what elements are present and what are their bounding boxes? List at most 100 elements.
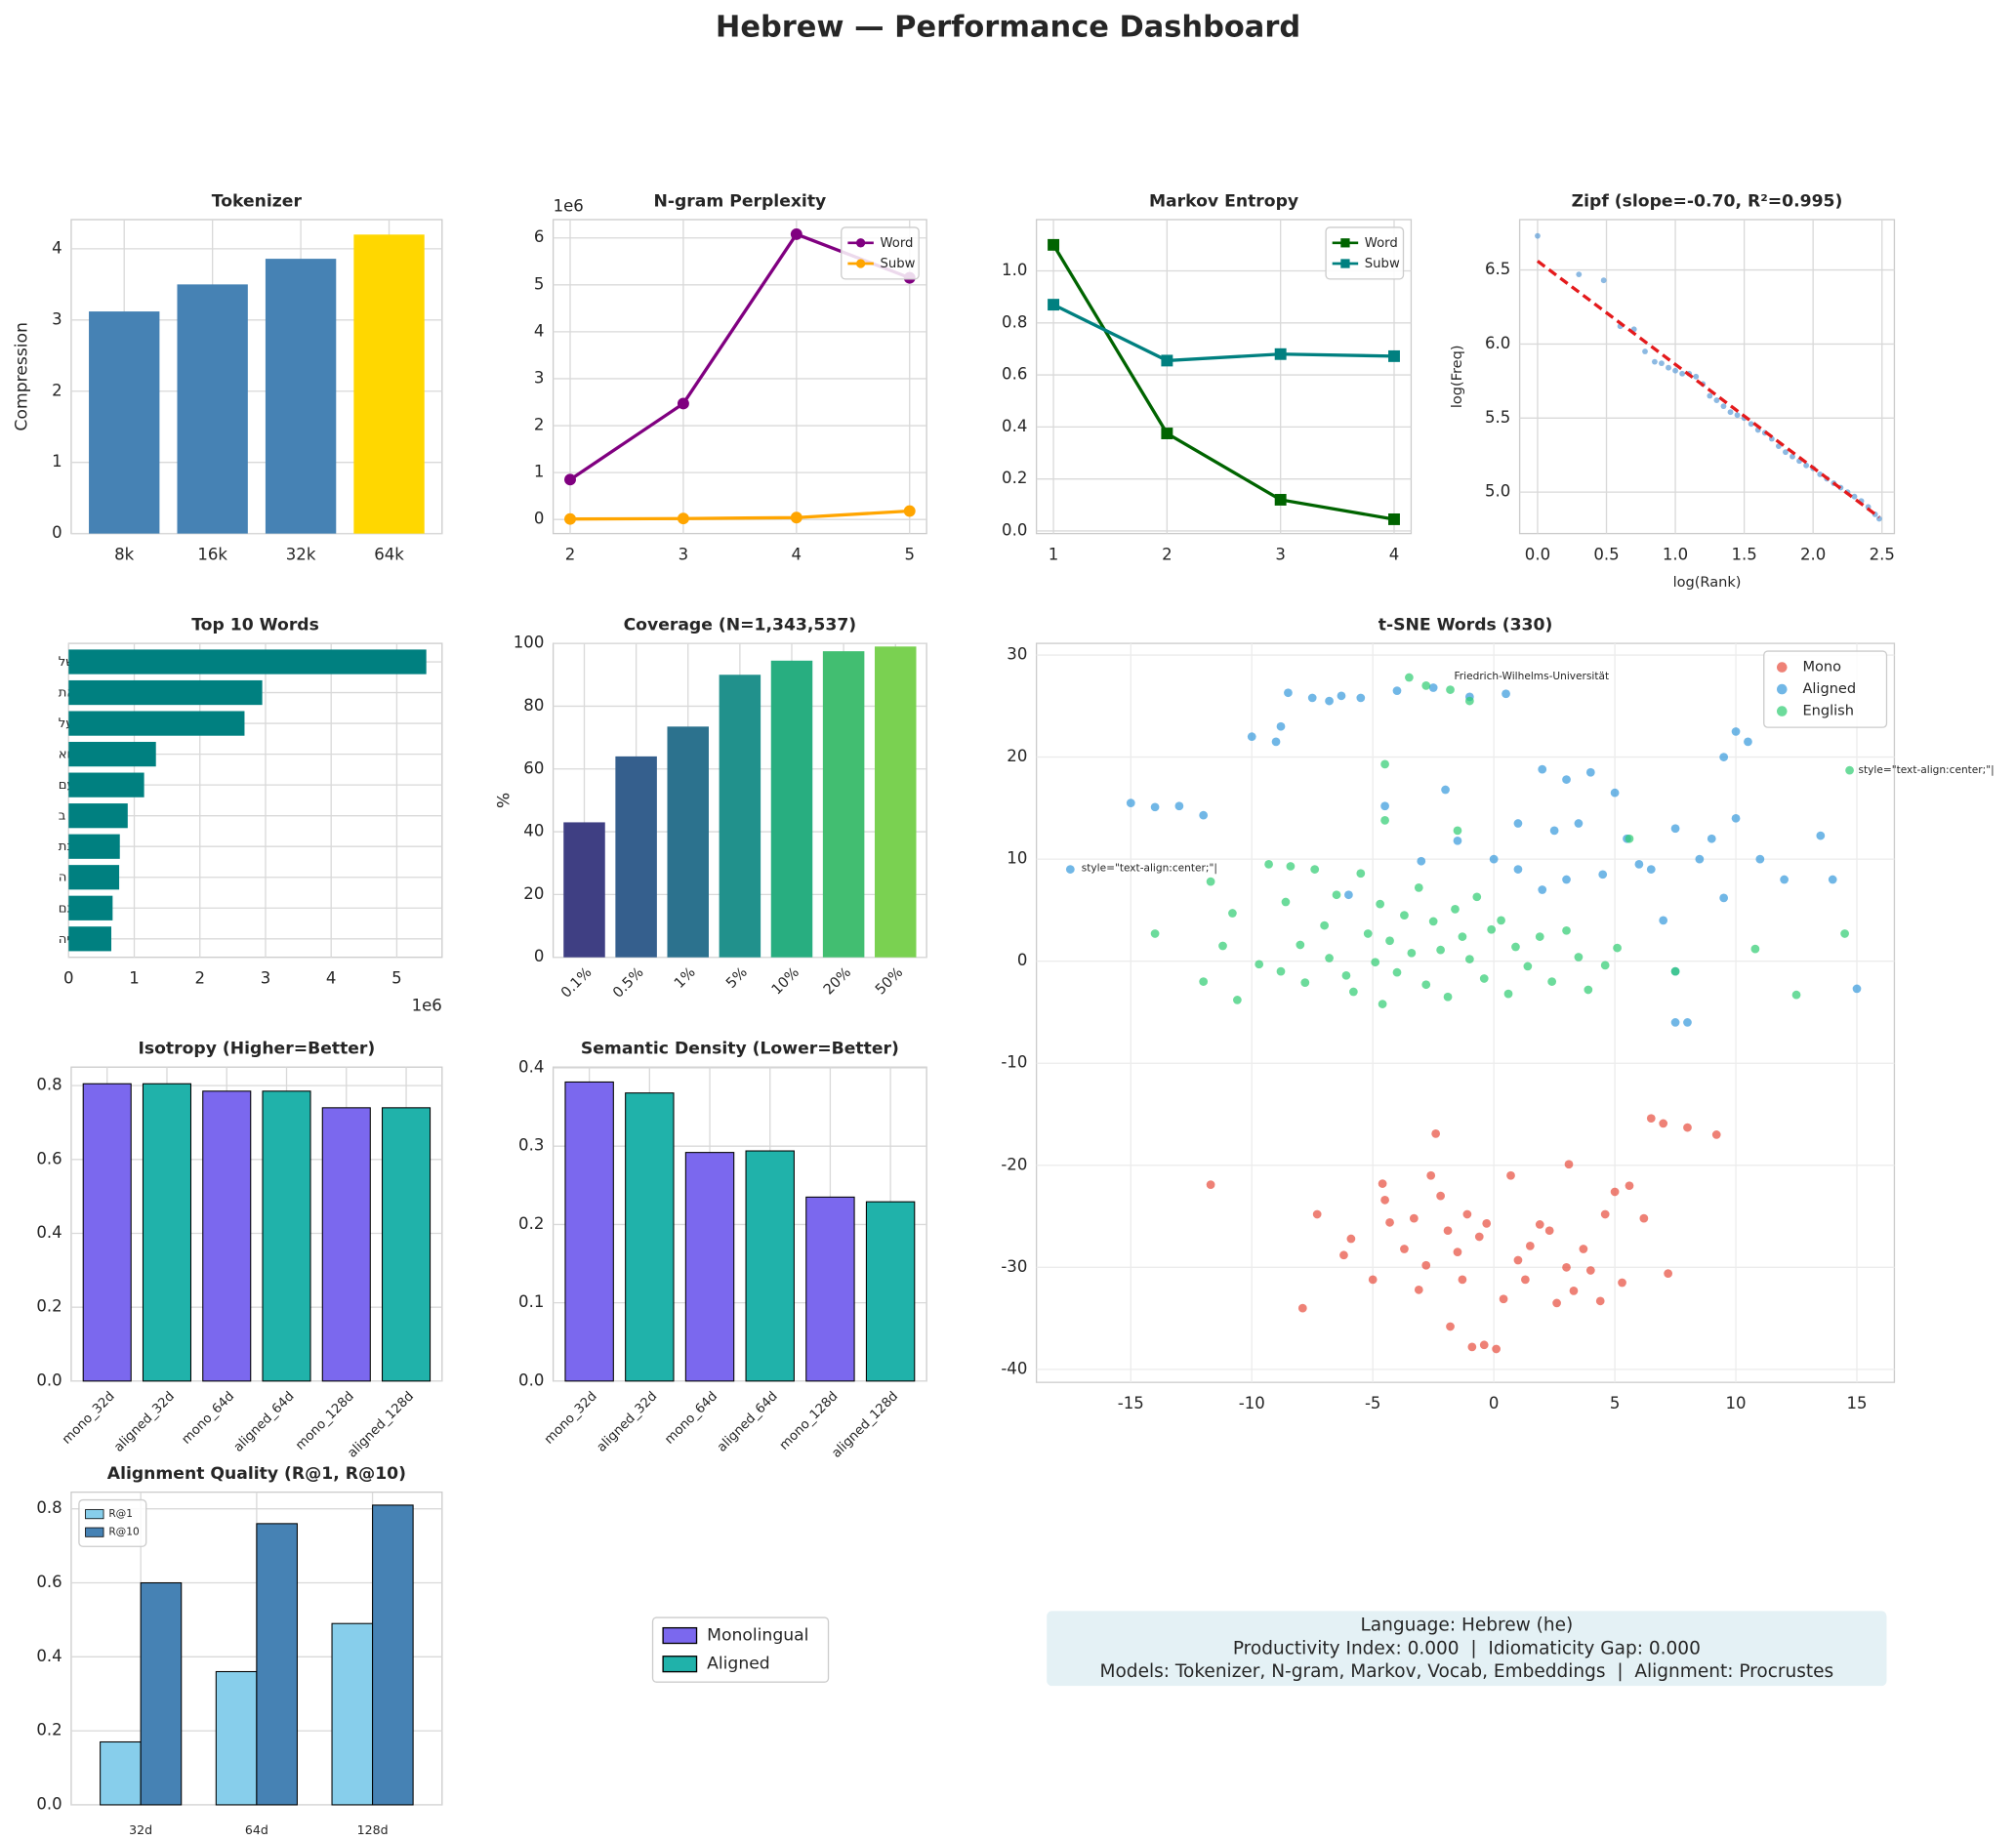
data-point [1421, 1260, 1431, 1270]
info-text: Productivity Index: 0.000 | Idiomaticity… [1233, 1638, 1701, 1658]
data-point [1513, 1255, 1523, 1265]
data-point [1385, 936, 1394, 946]
bar [142, 1083, 192, 1382]
data-point [1585, 1266, 1595, 1275]
annotation: Friedrich-Wilhelms-Universität [1454, 671, 1609, 682]
x-tick-label: 1 [1049, 546, 1059, 564]
data-point [1574, 819, 1584, 828]
data-point [677, 397, 689, 410]
data-point [1734, 412, 1741, 419]
panel-title: N-gram Perplexity [653, 191, 826, 211]
y-tick-label: 1.0 [1002, 261, 1027, 279]
panel-title: Alignment Quality (R@1, R@10) [107, 1464, 406, 1484]
data-point [1400, 911, 1409, 920]
data-point [1421, 980, 1431, 990]
data-point [1274, 494, 1287, 506]
data-point [1199, 810, 1209, 820]
bar [625, 1092, 675, 1382]
bar [719, 675, 761, 958]
legend-label: R@10 [108, 1527, 140, 1538]
legend-marker [1776, 662, 1788, 673]
y-tick-label: 1 [534, 463, 545, 481]
bar [372, 1504, 414, 1806]
data-point [1414, 1285, 1423, 1294]
y-tick-label: ה [59, 871, 67, 885]
legend-marker [855, 259, 866, 268]
data-point [1380, 1195, 1389, 1205]
x-tick-label: 0 [1489, 1394, 1500, 1412]
data-point [1320, 920, 1329, 930]
x-tick-label: 3 [1275, 546, 1286, 564]
y-tick-label: 3 [52, 309, 62, 328]
data-point [1392, 967, 1402, 977]
data-point [1458, 1275, 1467, 1285]
panel-title: Isotropy (Higher=Better) [138, 1040, 375, 1059]
bar [321, 1107, 371, 1382]
legend-label: Word [880, 236, 913, 251]
y-axis-label: log(Freq) [1449, 345, 1465, 408]
data-point [1544, 1226, 1554, 1236]
x-tick-label: 10 [1726, 1394, 1747, 1412]
data-point [1443, 1226, 1453, 1236]
x-tick-label: 3 [679, 546, 689, 564]
data-point [1552, 1298, 1561, 1308]
data-point [1462, 1209, 1472, 1219]
y-tick-label: 5.5 [1485, 408, 1510, 427]
legend-patch [662, 1626, 698, 1645]
data-point [1492, 1344, 1501, 1354]
bar [68, 834, 120, 859]
data-point [1584, 985, 1593, 995]
x-tick-label: 5 [1610, 1394, 1621, 1412]
data-point [1380, 801, 1389, 811]
data-point [1646, 865, 1656, 874]
data-point [1428, 683, 1438, 692]
bar [82, 1083, 132, 1382]
plot-area [1035, 642, 1896, 1383]
y-tick-label: -10 [1001, 1053, 1027, 1072]
fit-line [1536, 260, 1880, 519]
bar [89, 311, 160, 534]
data-point [1489, 854, 1499, 864]
data-point [1683, 1123, 1692, 1132]
y-tick-label: 10 [1007, 849, 1027, 868]
data-point [1274, 348, 1287, 360]
bar [68, 649, 427, 675]
y-tick-label: 20 [1007, 747, 1027, 765]
bar [805, 1196, 855, 1382]
data-point [1521, 1275, 1530, 1285]
bar [745, 1150, 795, 1382]
y-tick-label: 0.2 [36, 1721, 62, 1739]
data-point [1479, 1340, 1489, 1350]
y-tick-label: 0.6 [36, 1149, 62, 1167]
data-point [1755, 854, 1765, 864]
y-tick-label: 4 [52, 238, 62, 257]
data-point [1503, 989, 1513, 999]
data-point [1780, 875, 1789, 884]
data-point [1300, 978, 1310, 987]
x-tick-label: -10 [1239, 1394, 1265, 1412]
data-point [1646, 1114, 1656, 1124]
data-point [1511, 942, 1520, 952]
legend-patch [85, 1509, 104, 1520]
data-point [1271, 737, 1281, 747]
bar [353, 234, 425, 534]
data-point [1453, 836, 1462, 845]
data-point [1683, 1018, 1692, 1027]
data-point [1610, 788, 1620, 798]
data-point [1719, 893, 1729, 903]
data-point [1549, 826, 1559, 836]
bar [100, 1740, 142, 1806]
legend-patch [85, 1527, 104, 1537]
bar [564, 1081, 614, 1382]
data-point [1651, 358, 1658, 365]
y-tick-label: -30 [1001, 1257, 1027, 1276]
annotation: style="text-align:center;"| [1858, 764, 1994, 776]
y-tick-label: 0 [52, 523, 62, 542]
plot-area [70, 1066, 443, 1382]
data-point [1339, 1250, 1348, 1260]
data-point [1711, 1130, 1721, 1139]
y-tick-label: 80 [523, 696, 544, 715]
data-point [1579, 1245, 1588, 1253]
data-point [1600, 961, 1610, 970]
data-point [1564, 1160, 1574, 1169]
